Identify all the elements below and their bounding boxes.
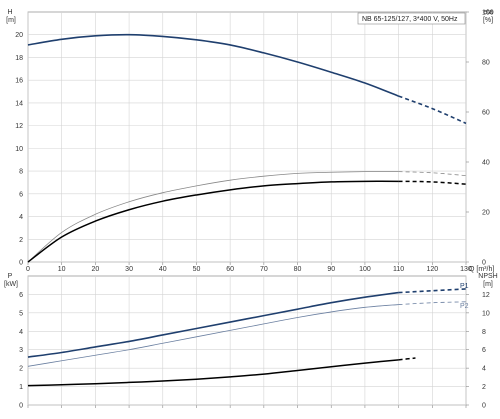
y-right-tick-label: 2 [482,384,486,391]
x-tick-label: 90 [327,266,335,273]
y-right-tick-label: 6 [482,347,486,354]
series-label: P2 [460,303,469,310]
x-tick-label: 40 [159,266,167,273]
x-tick-label: 70 [260,266,268,273]
y-left-tick-label: 4 [19,329,23,336]
x-tick-label: 110 [393,266,404,273]
chart-panel-1: 0 10 20 30 40 50 60 70 80 90 100 110 120 130024681012… [6,9,494,273]
series-2-3 [27,357,416,387]
series-line-solid [27,33,399,97]
legend-box [357,12,466,25]
y-left-tick-label: 3 [19,347,23,354]
x-tick-label: 50 [193,266,201,273]
y-left-tick-label: 8 [19,169,23,176]
x-axis-label: Q [m³/h] [469,266,494,273]
series-line-dashed [398,288,467,294]
plot-frame [27,275,467,406]
x-tick-label: 130 [460,266,472,273]
y-right-tick-label: 100 [482,10,494,17]
y-left-tick-label: 5 [19,310,23,317]
series-p2: P2 [27,301,469,367]
series-1-2 [27,171,467,263]
y-left-tick-label: 6 [19,292,23,299]
series-line-dashed [398,357,416,361]
x-tick-label: 0 [26,266,30,273]
x-tick-label: 10 [58,266,66,273]
x-tick-label: 60 [226,266,234,273]
y-right-tick-label: 0 [482,403,486,410]
series-line-solid [27,171,399,263]
legend-text: NB 65-125/127, 3*400 V, 50Hz [362,16,458,23]
y-left-tick-label: 18 [15,55,23,62]
y-right-label: NPSH [478,273,497,280]
y-left-tick-label: 12 [15,123,23,130]
series-line-dashed [398,301,467,305]
legend: NB 65-125/127, 3*400 V, 50Hz [357,12,466,25]
y-right-tick-label: 8 [482,329,486,336]
x-tick-label: 80 [294,266,302,273]
series-line-solid [27,359,399,387]
y-left-tick-label: 16 [15,78,23,85]
y-left-unit: [kW] [4,281,18,288]
y-right-tick-label: 12 [482,292,490,299]
y-left-tick-label: 0 [19,260,23,267]
y-right-tick-label: 4 [482,366,486,373]
y-right-tick-label: 20 [482,210,490,217]
series-line-solid [27,291,399,358]
series-line-dashed [398,95,467,125]
x-tick-label: 30 [125,266,133,273]
y-right-tick-label: 0 [482,260,486,267]
x-tick-label: 20 [91,266,99,273]
y-left-tick-label: 10 [15,146,23,153]
y-left-unit: [m] [6,17,16,24]
series-line-solid [27,180,399,263]
y-left-tick-label: 6 [19,191,23,198]
y-left-tick-label: 2 [19,366,23,373]
y-right-tick-label: 10 [482,310,490,317]
series-p1: P1 [27,283,469,358]
series-line-dashed [398,180,467,185]
y-left-tick-label: 20 [15,32,23,39]
y-right-label: eta [483,9,493,16]
series-label: P1 [460,283,469,290]
x-tick-label: 100 [359,266,371,273]
y-left-tick-label: 0 [19,403,23,410]
series-line-dashed [398,171,467,177]
y-left-label: H [7,9,12,16]
y-left-tick-label: 14 [15,100,23,107]
y-left-tick-label: 4 [19,214,23,221]
y-right-tick-label: 80 [482,60,490,67]
series-line-solid [27,304,399,367]
y-right-tick-label: 60 [482,110,490,117]
y-right-unit: [%] [483,17,493,24]
y-left-tick-label: 1 [19,384,23,391]
y-right-unit: [m] [483,281,493,288]
y-left-tick-label: 2 [19,237,23,244]
series-1-3 [27,180,467,263]
x-tick-label: 120 [426,266,438,273]
series-1-1 [27,33,467,125]
y-right-tick-label: 40 [482,160,490,167]
y-left-label: P [8,273,13,280]
